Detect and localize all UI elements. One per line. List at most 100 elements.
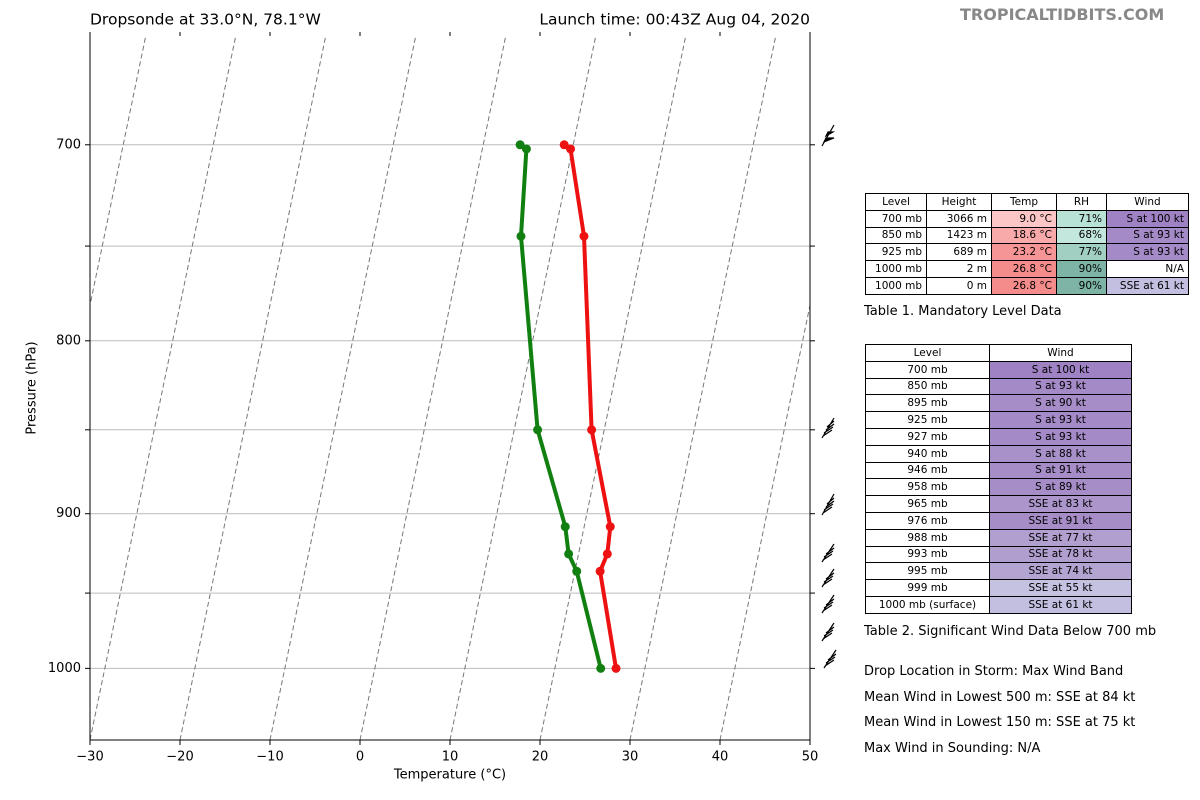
wind-barb: [821, 417, 835, 439]
cell: 2 m: [926, 260, 992, 278]
row: 700 mb S at 100 kt: [865, 360, 1132, 379]
cell: 999 mb: [865, 579, 990, 597]
profile-point: [560, 522, 570, 532]
y-tick-label: 700: [56, 137, 81, 152]
cell: S at 100 kt: [989, 360, 1132, 379]
row: 1000 mb 2 m 26.8 °C 90% N/A: [865, 260, 1189, 278]
wind-barb: [823, 649, 837, 669]
cell: 1000 mb (surface): [865, 595, 990, 614]
note: Max Wind in Sounding: N/A: [864, 741, 1041, 757]
cell: 850 mb: [865, 226, 927, 245]
cell: 68%: [1056, 226, 1107, 245]
wind-barb: [821, 568, 835, 588]
y-tick-label: 900: [56, 506, 81, 521]
x-axis-label: Temperature (°C): [393, 768, 506, 783]
header-row: Level Wind: [865, 344, 1132, 362]
cell: 23.2 °C: [991, 243, 1057, 262]
profile-point: [587, 425, 597, 435]
row: 946 mb S at 91 kt: [865, 461, 1132, 480]
cell: S at 88 kt: [989, 444, 1132, 463]
cell: 988 mb: [865, 528, 990, 547]
cell: 965 mb: [865, 495, 990, 513]
x-tick-label: −20: [166, 750, 193, 765]
x-tick-label: 0: [356, 750, 364, 765]
row: 958 mb S at 89 kt: [865, 478, 1132, 497]
wind-barb: [821, 543, 835, 563]
profile-point: [521, 144, 531, 154]
cell: 9.0 °C: [991, 209, 1057, 228]
cell: 995 mb: [865, 562, 990, 581]
header-cell: Height: [926, 193, 992, 211]
cell: S at 93 kt: [989, 411, 1132, 429]
profile-point: [559, 140, 569, 150]
cell: 993 mb: [865, 545, 990, 564]
header-row: Level Height Temp RH Wind: [865, 193, 1189, 211]
cell: SSE at 55 kt: [989, 579, 1132, 597]
row: 850 mb S at 93 kt: [865, 377, 1132, 396]
cell: 26.8 °C: [991, 276, 1057, 295]
cell: SSE at 77 kt: [989, 528, 1132, 547]
x-tick-label: 20: [532, 750, 549, 765]
cell: SSE at 74 kt: [989, 562, 1132, 581]
wind-barb: [821, 493, 835, 516]
wind-barb: [821, 622, 835, 642]
isotherm: [269, 36, 417, 740]
profile-line: [518, 143, 603, 669]
cell: 700 mb: [865, 209, 927, 228]
row: 700 mb 3066 m 9.0 °C 71% S at 100 kt: [865, 209, 1189, 228]
isotherm: [719, 302, 810, 740]
header-cell: Level: [865, 193, 927, 211]
row: 993 mb SSE at 78 kt: [865, 545, 1132, 564]
cell: 0 m: [926, 276, 992, 295]
cell: 925 mb: [865, 411, 990, 429]
y-axis-label: Pressure (hPa): [25, 341, 40, 434]
table-caption: Table 2. Significant Wind Data Below 700…: [864, 624, 1157, 639]
cell: 90%: [1056, 260, 1107, 278]
isotherm: [629, 36, 777, 740]
y-tick-label: 1000: [48, 661, 81, 676]
row: 925 mb 689 m 23.2 °C 77% S at 93 kt: [865, 243, 1189, 262]
isotherm: [90, 36, 237, 740]
cell: S at 93 kt: [1106, 243, 1189, 262]
cell: S at 89 kt: [989, 478, 1132, 497]
cell: 71%: [1056, 209, 1107, 228]
cell: 940 mb: [865, 444, 990, 463]
cell: 1000 mb: [865, 276, 927, 295]
profile-point: [595, 566, 605, 576]
note: Drop Location in Storm: Max Wind Band: [864, 664, 1124, 679]
cell: 1423 m: [926, 226, 992, 245]
cell: 26.8 °C: [991, 260, 1057, 278]
mandatory-level-table: Level Height Temp RH Wind 700 mb 3066 m 9.0 °C 7…: [865, 193, 1189, 295]
row: 940 mb S at 88 kt: [865, 444, 1132, 463]
x-tick-label: 10: [442, 750, 459, 765]
profile-point: [516, 231, 526, 241]
row: 850 mb 1423 m 18.6 °C 68% S at 93 kt: [865, 226, 1189, 245]
profile-point: [515, 140, 525, 150]
cell: 976 mb: [865, 511, 990, 530]
cell: S at 90 kt: [989, 394, 1132, 413]
cell: SSE at 91 kt: [989, 511, 1132, 530]
profile-line: [563, 143, 618, 669]
profile-point: [605, 522, 615, 532]
row: 927 mb S at 93 kt: [865, 427, 1132, 446]
cell: S at 93 kt: [1106, 226, 1189, 245]
x-tick-label: −10: [256, 750, 283, 765]
header-cell: Wind: [989, 344, 1132, 362]
wind-barbs: [821, 124, 837, 669]
cell: 946 mb: [865, 461, 990, 480]
cell: 700 mb: [865, 360, 990, 379]
x-tick-label: 40: [712, 750, 729, 765]
cell: 850 mb: [865, 377, 990, 396]
chart-subtitle: Launch time: 00:43Z Aug 04, 2020: [539, 11, 810, 29]
cell: 3066 m: [926, 209, 992, 228]
profile-point: [596, 663, 606, 673]
watermark: TROPICALTIDBITS.COM: [960, 5, 1165, 24]
row: 999 mb SSE at 55 kt: [865, 579, 1132, 597]
row: 965 mb SSE at 83 kt: [865, 495, 1132, 513]
cell: 18.6 °C: [991, 226, 1057, 245]
x-tick-label: 30: [622, 750, 639, 765]
row: 895 mb S at 90 kt: [865, 394, 1132, 413]
row: 995 mb SSE at 74 kt: [865, 562, 1132, 581]
note: Mean Wind in Lowest 500 m: SSE at 84 kt: [864, 689, 1136, 705]
wind-barb: [821, 124, 836, 147]
